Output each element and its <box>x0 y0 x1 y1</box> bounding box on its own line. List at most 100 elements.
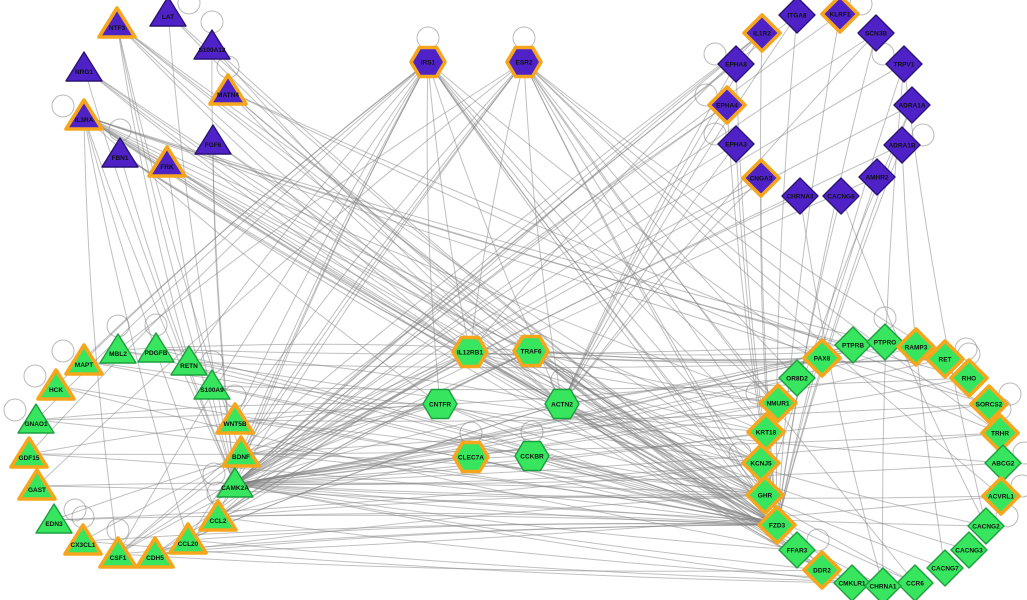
edge <box>561 403 916 584</box>
node-NRG1[interactable]: NRG1 <box>65 51 103 82</box>
tri-node-shape <box>215 402 255 435</box>
edge <box>799 195 884 587</box>
edge <box>427 61 779 404</box>
dia-node-shape <box>984 444 1022 482</box>
edge <box>83 115 119 555</box>
edge <box>561 177 762 405</box>
edge <box>234 432 1001 485</box>
node-KLRF1[interactable]: KLRF1 <box>820 0 860 34</box>
edge <box>234 63 737 485</box>
node-IL3RA[interactable]: IL3RA <box>64 98 104 131</box>
node-CACNG6[interactable]: CACNG6 <box>822 177 860 215</box>
dia-node-shape <box>857 14 895 52</box>
node-FGF6[interactable]: FGF6 <box>194 124 232 155</box>
node-ITGA8[interactable]: ITGA8 <box>778 0 816 34</box>
dia-node-shape <box>802 338 842 378</box>
edge <box>523 61 779 404</box>
edge <box>234 483 798 551</box>
edge <box>234 195 801 485</box>
dia-node-shape <box>833 564 871 600</box>
edge <box>155 348 563 405</box>
edge <box>53 462 762 521</box>
edge <box>523 61 1002 497</box>
edge <box>117 61 525 351</box>
edge <box>234 143 737 485</box>
edge <box>234 104 913 485</box>
node-ACVRL1[interactable]: ACVRL1 <box>981 476 1021 516</box>
edge <box>83 115 189 541</box>
node-EDN3[interactable]: EDN3 <box>35 503 73 534</box>
edge <box>166 162 563 405</box>
edge <box>234 61 525 485</box>
tri-node-shape <box>193 29 231 60</box>
self-loop-edge <box>51 339 75 363</box>
edge <box>523 61 1001 434</box>
node-IRS1[interactable]: IRS1 <box>409 45 447 79</box>
node-TRPV1[interactable]: TRPV1 <box>885 45 923 83</box>
dia-node-shape <box>866 323 904 361</box>
node-S100A12[interactable]: S100A12 <box>193 29 231 60</box>
edge <box>240 452 778 526</box>
node-CNTFR[interactable]: CNTFR <box>422 388 458 420</box>
edge <box>561 32 763 405</box>
edge <box>187 539 916 584</box>
dia-node-shape <box>858 158 896 196</box>
node-EPHA8[interactable]: EPHA8 <box>717 45 755 83</box>
dia-node-shape <box>781 177 819 215</box>
node-TRAF6[interactable]: TRAF6 <box>512 334 550 368</box>
tri-node-shape <box>168 522 208 555</box>
edge <box>83 360 778 526</box>
tri-node-shape <box>35 503 73 534</box>
edge <box>188 61 429 363</box>
node-LAT[interactable]: LAT <box>149 0 187 27</box>
edge <box>82 351 471 542</box>
self-loop-edge <box>23 364 47 388</box>
edge <box>523 61 767 433</box>
edge <box>234 483 1002 499</box>
edge <box>116 23 190 363</box>
edge <box>561 14 798 405</box>
edge <box>775 14 798 526</box>
node-EPHA3[interactable]: EPHA3 <box>717 125 755 163</box>
edge <box>53 514 778 526</box>
node-CLEC7A[interactable]: CLEC7A <box>452 440 490 474</box>
tri-node-shape <box>198 499 238 532</box>
edge <box>760 177 778 526</box>
tri-node-shape <box>64 343 104 376</box>
edge <box>83 61 429 362</box>
dia-node-shape <box>757 505 797 545</box>
dia-node-shape <box>864 567 902 600</box>
edge <box>116 23 778 526</box>
node-ESR2[interactable]: ESR2 <box>505 45 543 79</box>
node-GDF15[interactable]: GDF15 <box>9 436 49 469</box>
hex-node-shape <box>512 334 550 368</box>
node-ABCG2[interactable]: ABCG2 <box>984 444 1022 482</box>
tri-node-shape <box>208 73 248 106</box>
edge <box>155 344 854 355</box>
edge <box>561 32 877 405</box>
edge <box>469 61 525 353</box>
self-loop-edge <box>703 122 727 146</box>
edge <box>240 61 429 454</box>
hex-node-shape <box>451 335 489 369</box>
node-CCR6[interactable]: CCR6 <box>896 564 934 600</box>
dia-node-shape <box>893 86 931 124</box>
node-MATN4[interactable]: MATN4 <box>208 73 248 106</box>
dia-node-shape <box>742 13 782 53</box>
tri-node-shape <box>98 536 138 569</box>
edge <box>234 403 441 485</box>
node-NTF3[interactable]: NTF3 <box>97 6 137 39</box>
edge <box>234 61 429 421</box>
edge <box>469 351 779 404</box>
edge <box>212 140 778 526</box>
edge <box>117 32 763 555</box>
edge <box>234 483 853 584</box>
edge <box>234 32 763 485</box>
edge <box>117 349 778 526</box>
node-IL12RB1[interactable]: IL12RB1 <box>451 335 489 369</box>
self-loop-edge <box>3 398 27 422</box>
edge <box>530 350 916 584</box>
edge <box>83 115 779 404</box>
node-EPHA4[interactable]: EPHA4 <box>707 85 747 125</box>
